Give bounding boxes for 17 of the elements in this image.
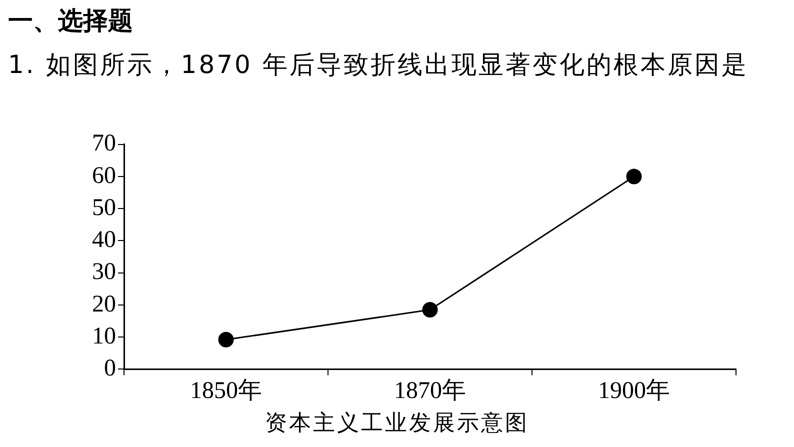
x-tick-label: 1850年 bbox=[190, 378, 262, 404]
y-tick-label: 30 bbox=[92, 259, 116, 286]
y-tick-label: 50 bbox=[92, 194, 116, 221]
chart-subtitle: 1. 如图所示，1870 年后导致折线出现显著变化的根本原因是 bbox=[8, 49, 750, 81]
y-tick-label: 40 bbox=[92, 227, 116, 254]
x-tick-label: 1900年 bbox=[598, 378, 670, 404]
y-tick-label: 0 bbox=[104, 355, 116, 382]
y-tick-label: 20 bbox=[92, 291, 116, 318]
point bbox=[626, 168, 642, 184]
y-tick-label: 10 bbox=[92, 323, 116, 350]
point bbox=[218, 332, 234, 348]
x-axis-title: 资本主义工业发展示意图 bbox=[264, 409, 530, 437]
chart-title: 一、选择题 bbox=[8, 5, 133, 37]
point bbox=[422, 302, 438, 318]
y-tick-label: 60 bbox=[92, 162, 116, 189]
x-tick-label: 1870年 bbox=[394, 378, 466, 404]
y-tick-label: 70 bbox=[92, 130, 116, 157]
